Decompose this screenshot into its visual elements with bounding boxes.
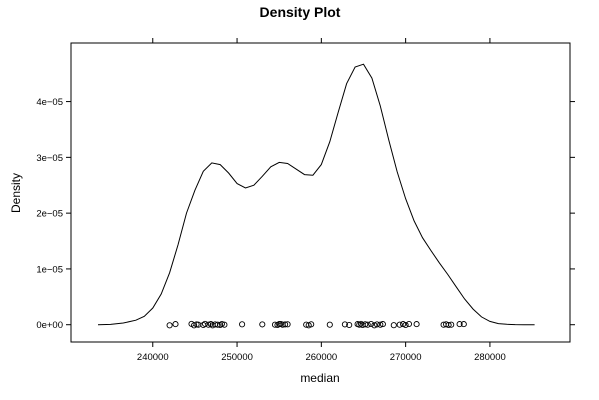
rug-point xyxy=(456,321,463,328)
rug-point xyxy=(390,322,397,329)
rug-point xyxy=(172,321,179,328)
y-tick-label: 0e+00 xyxy=(36,320,63,331)
rug-point xyxy=(445,321,452,329)
rug-point xyxy=(326,321,333,328)
rug-point xyxy=(377,321,384,328)
rug-point xyxy=(166,322,173,329)
rug-point xyxy=(271,321,279,328)
rug-point xyxy=(221,321,228,328)
rug-point xyxy=(364,321,371,328)
rug-point xyxy=(402,321,409,329)
rug-point xyxy=(259,321,266,328)
rug-point xyxy=(201,320,209,327)
rug-point xyxy=(282,321,289,328)
rug-point xyxy=(362,321,369,328)
rug-point xyxy=(207,321,214,328)
x-axis-label: median xyxy=(300,371,339,385)
rug-points-layer xyxy=(166,320,467,329)
rug-point xyxy=(239,321,246,328)
density-curve-layer xyxy=(97,63,535,326)
rug-point xyxy=(413,321,420,328)
rug-point xyxy=(341,321,348,328)
y-axis-label: Density xyxy=(9,173,23,213)
rug-point xyxy=(405,320,413,328)
rug-point xyxy=(379,321,386,328)
chart-title: Density Plot xyxy=(260,4,341,20)
y-tick-label: 3e−05 xyxy=(36,153,63,164)
x-tick-label: 280000 xyxy=(474,352,506,363)
rug-point xyxy=(284,321,291,328)
rug-point xyxy=(357,320,365,327)
rug-point xyxy=(346,321,353,329)
rug-point xyxy=(373,321,381,328)
x-tick-label: 250000 xyxy=(221,352,253,363)
rug-point xyxy=(218,320,225,328)
y-tick-label: 2e−05 xyxy=(36,209,63,220)
y-tick-label: 4e−05 xyxy=(36,97,63,108)
y-tick-label: 1e−05 xyxy=(36,264,63,275)
x-tick-label: 270000 xyxy=(390,352,422,363)
rug-point xyxy=(448,321,455,328)
plot-panel xyxy=(70,42,571,343)
rug-point xyxy=(308,321,315,328)
rug-point xyxy=(205,321,212,328)
axis-ticks: 240000 250000 260000 270000 280000 0e+00 1e−05… xyxy=(36,38,575,363)
rug-point xyxy=(214,321,221,328)
x-tick-label: 260000 xyxy=(305,352,337,363)
x-tick-label: 240000 xyxy=(137,352,169,363)
rug-point xyxy=(396,321,403,328)
rug-point xyxy=(460,321,467,328)
rug-point xyxy=(371,322,378,329)
rug-point xyxy=(368,320,375,328)
density-curve xyxy=(97,63,535,326)
